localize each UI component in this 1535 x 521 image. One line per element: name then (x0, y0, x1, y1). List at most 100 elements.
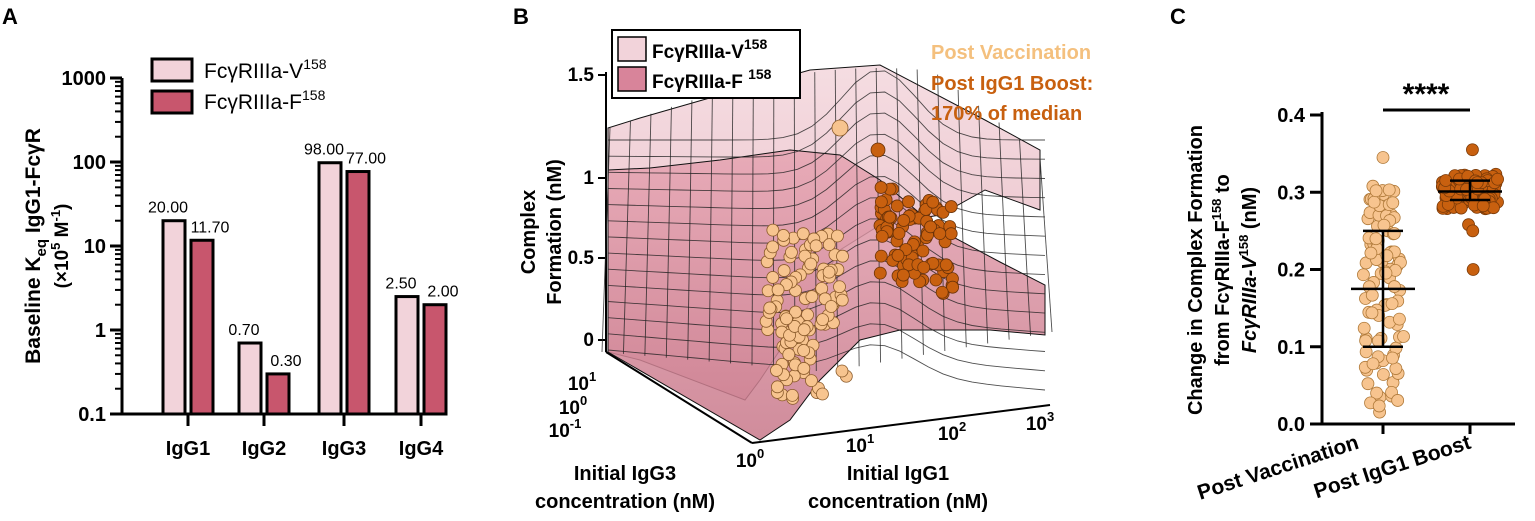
mesh-line (687, 100, 693, 360)
bar-value-label: 77.00 (346, 151, 386, 168)
y-tick-label: 100 (559, 393, 587, 419)
panel-b-ylabel-1: Initial IgG3 (574, 463, 676, 485)
point-post-boost (874, 181, 888, 194)
point-post-boost (902, 195, 915, 209)
point-post-vaccination (831, 229, 844, 243)
panel-c-ylabel-2-sup: 158 (1209, 199, 1224, 221)
point-post-vaccination (1382, 183, 1396, 197)
point-post-vaccination (782, 348, 796, 361)
point-post-boost (1466, 143, 1479, 157)
point-post-boost (1476, 199, 1490, 213)
bar-value-label: 11.70 (191, 219, 230, 236)
point-post-boost (933, 227, 947, 241)
panel-a-unit-pre: (×10 (52, 250, 73, 289)
point-post-vaccination (805, 290, 819, 303)
point-post-boost (929, 273, 943, 287)
panel-c-ylabel-3-post: (nM) (1239, 187, 1261, 235)
point-post-vaccination (822, 238, 836, 252)
bar-value-label: 2.50 (385, 276, 416, 293)
panel-a-categories: IgG1 IgG2 IgG3 IgG4 (166, 414, 444, 460)
panel-c-y-ticks: 0.0 0.1 0.2 0.3 0.4 (1277, 105, 1472, 436)
point-post-vaccination (831, 119, 849, 137)
bar-igg2-v158 (237, 341, 263, 416)
x-tick-label: 102 (938, 419, 966, 445)
point-post-vaccination (833, 280, 846, 294)
point-post-boost (916, 244, 930, 258)
panel-b-legend-f: FcγRIIIa-F (652, 72, 748, 93)
point-post-vaccination (835, 293, 849, 307)
point-post-vaccination (1389, 362, 1403, 375)
svg-text:(×105 M-1): (×105 M-1) (48, 204, 73, 289)
point-post-vaccination (1367, 195, 1381, 209)
point-post-vaccination (766, 271, 780, 284)
bar-value-label: 0.30 (270, 353, 301, 370)
point-post-boost (946, 280, 960, 294)
point-post-vaccination (1369, 184, 1383, 198)
point-post-vaccination (777, 229, 790, 242)
mesh-line (607, 260, 1046, 314)
panel-a: A 0.1 1 10 100 1000 Baseline Keq IgG1-FcγR (… (2, 4, 459, 460)
point-post-boost (870, 142, 886, 158)
panel-b-x-ticks: 100 101 102 103 (736, 409, 1054, 472)
point-post-boost (1439, 174, 1453, 187)
mesh-line (1039, 157, 1053, 333)
panel-a-unit-exp: 5 (48, 243, 63, 250)
point-post-vaccination (1357, 268, 1370, 282)
point-post-boost (891, 249, 905, 262)
point-post-vaccination (805, 374, 818, 388)
panel-b-y-axis (605, 351, 753, 444)
point-post-boost (917, 261, 931, 274)
y-tick-label: 100 (73, 152, 106, 174)
point-post-vaccination (835, 364, 849, 378)
panel-b-legend-f-sup: 158 (748, 66, 772, 82)
panel-a-unit-mid: M (52, 221, 73, 242)
x-category-label: IgG1 (166, 438, 210, 460)
point-post-vaccination (1387, 227, 1401, 240)
mesh-line (730, 88, 734, 364)
panel-label-a: A (2, 4, 18, 29)
point-post-boost (896, 268, 910, 282)
mesh-line (607, 344, 1046, 391)
panel-b-ylabel-2: concentration (nM) (535, 491, 715, 513)
x-category-label: IgG4 (399, 438, 444, 460)
y-tick-label: 0.1 (78, 404, 106, 426)
point-post-vaccination (766, 240, 780, 254)
legend-label-f158: FcγRIIIa-F (204, 91, 302, 114)
panel-a-ylabel-main: Baseline K (22, 256, 45, 363)
point-post-vaccination (1377, 218, 1391, 232)
panel-a-unit-exp2: -1 (48, 210, 63, 222)
y-tick-label: 0.2 (1277, 260, 1305, 282)
panel-c-ylabel-3-sup: 158 (1236, 235, 1251, 257)
point-post-vaccination (1376, 368, 1390, 381)
mesh-line (607, 91, 1046, 160)
panel-b-legend-v-sup: 158 (744, 36, 768, 52)
y-tick-label: 0.3 (1277, 182, 1305, 204)
panel-b-legend: FcγRIIIa-V158 FcγRIIIa-F 158 (611, 29, 801, 99)
point-post-vaccination (822, 265, 836, 279)
point-post-vaccination (1369, 232, 1383, 246)
bar-value-label: 98.00 (304, 142, 344, 159)
bar-igg1-v158 (161, 219, 187, 416)
point-post-boost (926, 195, 940, 209)
point-post-vaccination (797, 362, 811, 375)
panel-a-ylabel-tail: IgG1-FcγR (22, 128, 45, 239)
panel-label-c: C (1170, 4, 1186, 29)
bar-igg4-v158 (394, 295, 420, 416)
panel-c-points (1357, 143, 1504, 419)
panel-a-y-title: Baseline Keq IgG1-FcγR (×105 M-1) (22, 128, 73, 364)
point-post-vaccination (1364, 246, 1378, 260)
panel-b-mesh (601, 68, 1053, 391)
point-post-vaccination (1388, 280, 1401, 293)
point-post-vaccination (763, 301, 777, 315)
point-post-boost (1466, 263, 1480, 276)
point-post-vaccination (1359, 334, 1373, 348)
svg-text:FcγRIIIa-F 158: FcγRIIIa-F 158 (652, 66, 772, 93)
y-tick-label: 1000 (62, 68, 107, 90)
z-tick-label: 1 (583, 168, 594, 189)
panel-b-legend-v: FcγRIIIa-V (652, 42, 744, 63)
panel-c-ylabel-1: Change in Complex Formation (1185, 125, 1207, 415)
panel-a-y-ticks: 0.1 1 10 100 1000 (62, 68, 122, 426)
bar-igg3-f158 (345, 170, 371, 416)
